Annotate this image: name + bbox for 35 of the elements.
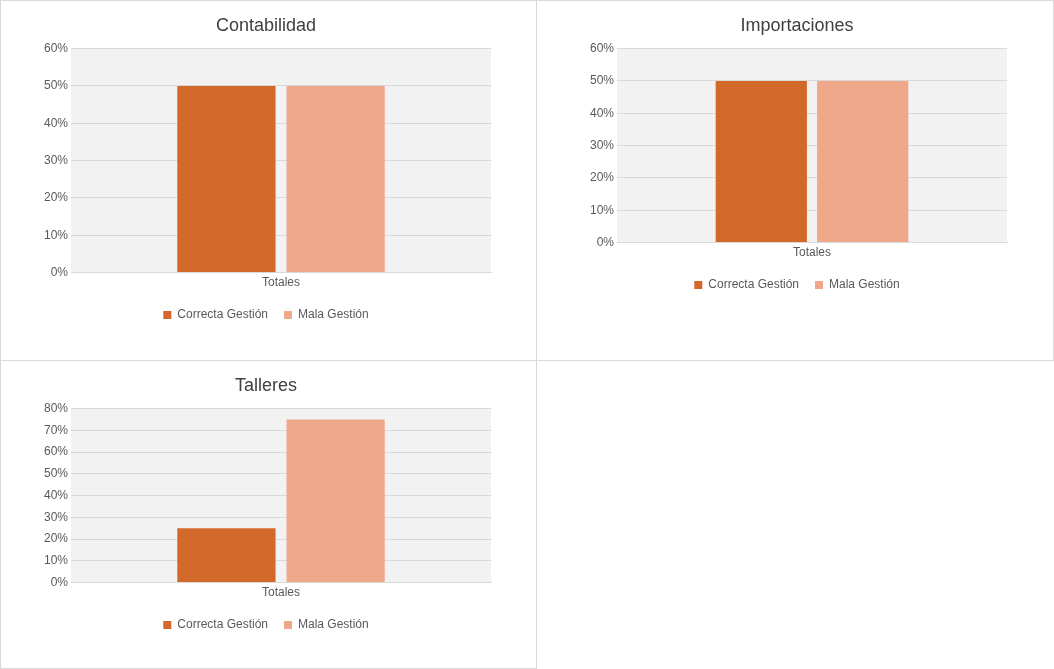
- chart-title: Importaciones: [740, 14, 854, 35]
- y-tick-label: 10%: [43, 553, 69, 568]
- y-tick-label: 20%: [43, 190, 69, 205]
- y-tick-label: 60%: [43, 40, 69, 55]
- y-tick-label: 10%: [43, 227, 69, 242]
- y-tick-label: 60%: [589, 40, 615, 55]
- y-tick-label: 50%: [589, 73, 615, 88]
- y-tick-label: 50%: [43, 466, 69, 481]
- y-tick-label: 40%: [43, 487, 69, 502]
- y-tick-label: 80%: [43, 400, 69, 415]
- legend-label: Mala Gestión: [298, 617, 369, 632]
- y-tick-label: 70%: [43, 422, 69, 437]
- y-tick-label: 30%: [589, 137, 615, 152]
- chart-title: Contabilidad: [215, 14, 317, 35]
- x-tick-label: Totales: [261, 585, 301, 600]
- x-tick-label: Totales: [792, 245, 832, 260]
- chart-title: Talleres: [234, 374, 298, 395]
- legend-label: Correcta Gestión: [177, 617, 268, 632]
- y-tick-label: 0%: [50, 264, 69, 279]
- y-tick-label: 20%: [589, 170, 615, 185]
- legend-label: Mala Gestión: [298, 307, 369, 322]
- y-tick-label: 10%: [589, 202, 615, 217]
- y-tick-label: 0%: [50, 574, 69, 589]
- y-tick-label: 40%: [43, 115, 69, 130]
- legend-label: Correcta Gestión: [177, 307, 268, 322]
- y-tick-label: 30%: [43, 152, 69, 167]
- legend-label: Correcta Gestión: [708, 277, 799, 292]
- y-tick-label: 0%: [596, 234, 615, 249]
- legend-label: Mala Gestión: [829, 277, 900, 292]
- y-tick-label: 40%: [589, 105, 615, 120]
- y-tick-label: 20%: [43, 531, 69, 546]
- y-tick-label: 30%: [43, 509, 69, 524]
- y-tick-label: 50%: [43, 78, 69, 93]
- y-tick-label: 60%: [43, 444, 69, 459]
- x-tick-label: Totales: [261, 275, 301, 290]
